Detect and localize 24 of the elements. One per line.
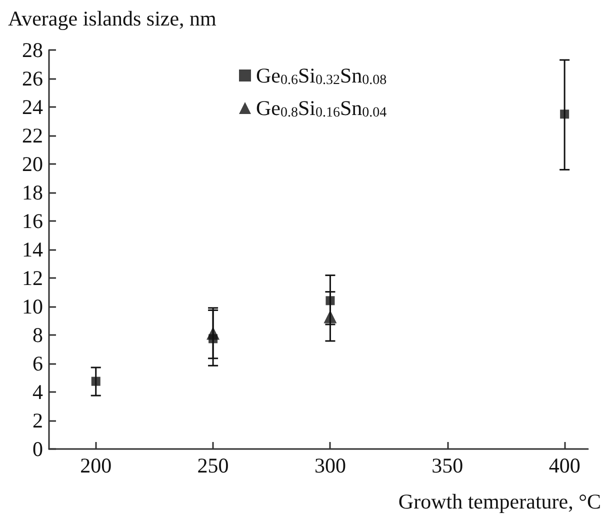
y-tick-label: 12: [22, 266, 43, 290]
x-tick-label: 400: [548, 454, 580, 478]
legend-label: Ge0.8Si0.16Sn0.04: [256, 96, 387, 120]
y-tick-label: 26: [22, 66, 43, 90]
legend-label: Ge0.6Si0.32Sn0.08: [256, 64, 387, 88]
x-axis-title: Growth temperature, °C: [398, 490, 602, 514]
x-tick-label: 200: [80, 454, 112, 478]
y-tick-label: 6: [32, 352, 43, 376]
x-tick-label: 300: [314, 454, 346, 478]
y-tick-label: 8: [32, 323, 43, 347]
y-tick-label: 14: [22, 238, 44, 262]
y-tick-label: 4: [32, 380, 44, 404]
y-tick-label: 16: [22, 209, 43, 233]
x-tick-label: 350: [432, 454, 464, 478]
y-tick-label: 22: [22, 124, 43, 148]
y-tick-label: 18: [22, 180, 43, 204]
y-tick-label: 20: [22, 152, 43, 176]
y-tick-label: 10: [22, 294, 43, 318]
y-tick-label: 0: [32, 437, 43, 461]
y-tick-label: 24: [22, 95, 44, 119]
y-axis-title: Average islands size, nm: [8, 6, 216, 30]
x-tick-label: 250: [197, 454, 229, 478]
y-tick-label: 28: [22, 38, 43, 62]
y-tick-label: 2: [32, 408, 43, 432]
